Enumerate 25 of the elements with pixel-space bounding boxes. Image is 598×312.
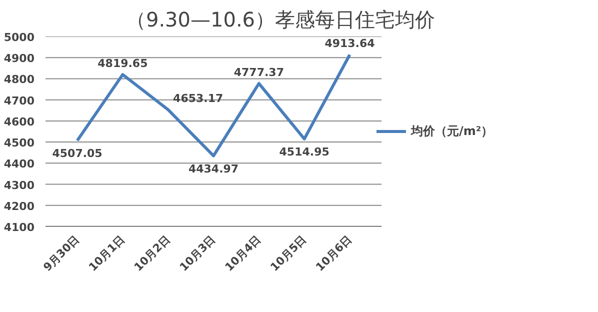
y-tick-label: 4700 <box>4 94 35 108</box>
x-tick-label: 10月6日 <box>313 232 354 274</box>
data-label: 4777.37 <box>234 66 284 79</box>
legend-label: 均价（元/m²） <box>411 122 494 140</box>
x-tick-label: 9月30日 <box>40 232 82 274</box>
data-label: 4514.95 <box>279 145 330 158</box>
data-label: 4913.64 <box>324 37 376 50</box>
y-tick-label: 4800 <box>4 73 35 86</box>
data-label: 4819.65 <box>98 57 148 70</box>
x-tick-label: 10月1日 <box>86 232 128 274</box>
y-tick-label: 4600 <box>4 115 35 128</box>
y-tick-label: 5000 <box>4 31 35 44</box>
data-label: 4434.97 <box>188 162 239 176</box>
y-tick-label: 4100 <box>4 221 35 234</box>
y-tick-label: 4300 <box>4 178 35 192</box>
chart-title: （9.30—10.6）孝感每日住宅均价 <box>126 8 436 32</box>
x-tick-label: 10月3日 <box>177 232 218 274</box>
data-label: 4507.05 <box>52 147 102 160</box>
y-tick-label: 4400 <box>4 158 35 171</box>
x-tick-label: 10月2日 <box>132 232 173 274</box>
x-tick-label: 10月4日 <box>222 232 264 274</box>
x-tick-label: 10月5日 <box>268 232 309 274</box>
y-tick-label: 4900 <box>4 52 35 66</box>
y-tick-label: 4200 <box>4 200 35 213</box>
y-tick-label: 4500 <box>4 136 35 150</box>
